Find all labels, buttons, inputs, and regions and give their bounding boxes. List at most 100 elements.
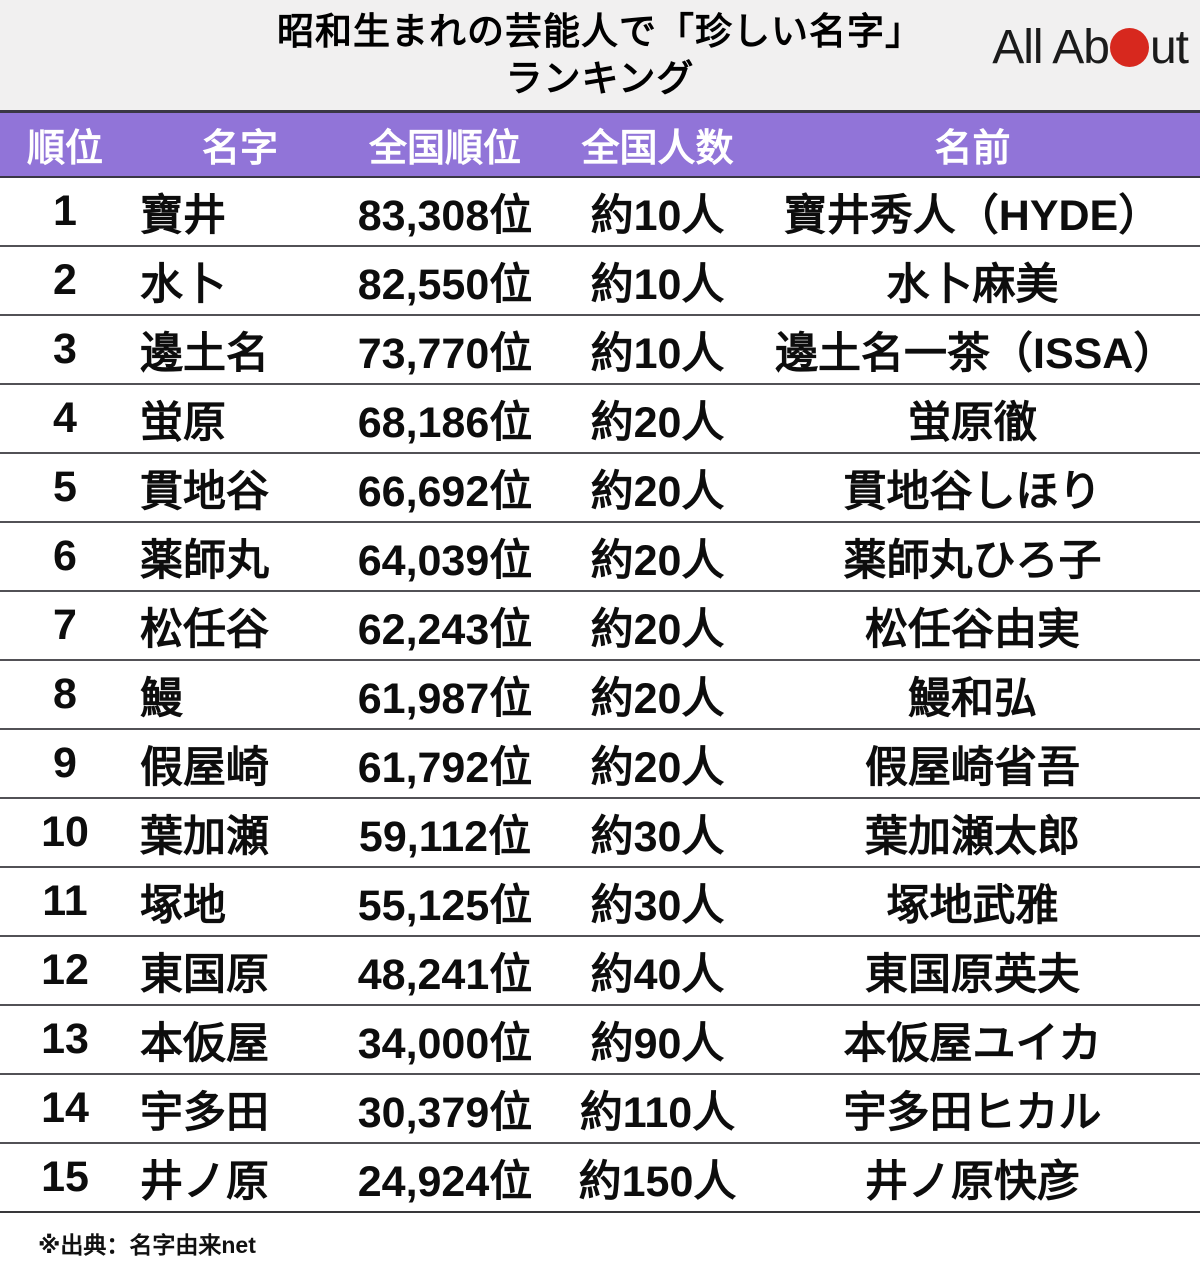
national-rank-cell: 61,987位 bbox=[357, 674, 533, 723]
national-rank-cell: 82,550位 bbox=[357, 260, 533, 309]
table-row: 7 松任谷 62,243位 約20人 松任谷由実 bbox=[0, 592, 1200, 661]
count-cell: 約10人 bbox=[590, 191, 725, 240]
surname-cell: 鰻 bbox=[140, 674, 183, 723]
column-header-surname: 名字 bbox=[201, 128, 278, 170]
table-header-row: 順位 名字 全国順位 全国人数 名前 bbox=[0, 110, 1200, 178]
national-rank-cell: 62,243位 bbox=[357, 605, 533, 654]
national-rank-cell: 73,770位 bbox=[357, 329, 533, 378]
name-cell: 葉加瀬太郎 bbox=[865, 812, 1080, 861]
title-area: 昭和生まれの芸能人で「珍しい名字」 ランキング All Ab ut bbox=[0, 0, 1200, 110]
rank-cell: 9 bbox=[53, 739, 77, 787]
name-cell: 假屋崎省吾 bbox=[865, 743, 1080, 792]
rank-cell: 5 bbox=[53, 463, 77, 511]
logo-text-right: ut bbox=[1149, 21, 1189, 74]
table-row: 15 井ノ原 24,924位 約150人 井ノ原快彦 bbox=[0, 1144, 1200, 1213]
table-row: 12 東国原 48,241位 約40人 東国原英夫 bbox=[0, 937, 1200, 1006]
rank-cell: 1 bbox=[53, 187, 77, 235]
rank-cell: 7 bbox=[53, 601, 77, 649]
count-cell: 約10人 bbox=[590, 260, 725, 309]
table-body: 1 寶井 83,308位 約10人 寶井秀人（HYDE） 2 水卜 82,550位 約10人 水卜… bbox=[0, 178, 1200, 1213]
name-cell: 薬師丸ひろ子 bbox=[843, 536, 1102, 585]
count-cell: 約30人 bbox=[590, 812, 725, 861]
surname-cell: 東国原 bbox=[140, 950, 269, 999]
name-cell: 邊土名一茶（ISSA） bbox=[775, 329, 1177, 378]
count-cell: 約20人 bbox=[590, 743, 725, 792]
name-cell: 蛍原徹 bbox=[908, 398, 1037, 447]
source-note: ※出典：名字由来net bbox=[38, 1232, 256, 1258]
national-rank-cell: 55,125位 bbox=[357, 881, 533, 930]
surname-cell: 邊土名 bbox=[140, 329, 269, 378]
name-cell: 松任谷由実 bbox=[865, 605, 1080, 654]
surname-cell: 貫地谷 bbox=[140, 467, 269, 516]
name-cell: 水卜麻美 bbox=[886, 260, 1059, 309]
count-cell: 約40人 bbox=[590, 950, 725, 999]
rank-cell: 2 bbox=[53, 256, 77, 304]
surname-cell: 本仮屋 bbox=[140, 1019, 269, 1068]
national-rank-cell: 61,792位 bbox=[357, 743, 533, 792]
table-row: 11 塚地 55,125位 約30人 塚地武雅 bbox=[0, 868, 1200, 937]
column-header-count: 全国人数 bbox=[581, 128, 734, 170]
page-title-line1: 昭和生まれの芸能人で「珍しい名字」 bbox=[277, 11, 923, 52]
count-cell: 約30人 bbox=[590, 881, 725, 930]
rank-cell: 8 bbox=[53, 670, 77, 718]
count-cell: 約110人 bbox=[579, 1088, 736, 1137]
rank-cell: 6 bbox=[53, 532, 77, 580]
table-row: 14 宇多田 30,379位 約110人 宇多田ヒカル bbox=[0, 1075, 1200, 1144]
table-row: 10 葉加瀬 59,112位 約30人 葉加瀬太郎 bbox=[0, 799, 1200, 868]
name-cell: 井ノ原快彦 bbox=[865, 1157, 1080, 1206]
surname-cell: 松任谷 bbox=[140, 605, 269, 654]
national-rank-cell: 24,924位 bbox=[357, 1157, 533, 1206]
name-cell: 鰻和弘 bbox=[908, 674, 1037, 723]
surname-cell: 假屋崎 bbox=[140, 743, 269, 792]
table-row: 13 本仮屋 34,000位 約90人 本仮屋ユイカ bbox=[0, 1006, 1200, 1075]
name-cell: 塚地武雅 bbox=[886, 881, 1059, 930]
column-header-name: 名前 bbox=[934, 128, 1011, 170]
name-cell: 本仮屋ユイカ bbox=[843, 1019, 1102, 1068]
rank-cell: 3 bbox=[53, 325, 77, 373]
surname-cell: 薬師丸 bbox=[140, 536, 269, 585]
count-cell: 約150人 bbox=[578, 1157, 737, 1206]
national-rank-cell: 64,039位 bbox=[357, 536, 533, 585]
rank-cell: 11 bbox=[42, 877, 88, 925]
count-cell: 約20人 bbox=[590, 536, 725, 585]
count-cell: 約10人 bbox=[590, 329, 725, 378]
logo-text-left: All Ab bbox=[992, 21, 1110, 74]
table-row: 8 鰻 61,987位 約20人 鰻和弘 bbox=[0, 661, 1200, 730]
surname-cell: 宇多田 bbox=[140, 1088, 269, 1137]
count-cell: 約20人 bbox=[590, 674, 725, 723]
national-rank-cell: 34,000位 bbox=[357, 1019, 533, 1068]
rank-cell: 10 bbox=[41, 808, 89, 856]
rank-cell: 13 bbox=[41, 1015, 89, 1063]
national-rank-cell: 48,241位 bbox=[357, 950, 533, 999]
name-cell: 宇多田ヒカル bbox=[843, 1088, 1102, 1137]
column-header-national-rank: 全国順位 bbox=[368, 128, 521, 170]
rank-cell: 14 bbox=[41, 1084, 89, 1132]
table-row: 2 水卜 82,550位 約10人 水卜麻美 bbox=[0, 247, 1200, 316]
table-row: 4 蛍原 68,186位 約20人 蛍原徹 bbox=[0, 385, 1200, 454]
table-row: 1 寶井 83,308位 約10人 寶井秀人（HYDE） bbox=[0, 178, 1200, 247]
table-row: 5 貫地谷 66,692位 約20人 貫地谷しほり bbox=[0, 454, 1200, 523]
surname-cell: 蛍原 bbox=[140, 398, 226, 447]
surname-cell: 葉加瀬 bbox=[140, 812, 269, 861]
count-cell: 約20人 bbox=[590, 467, 725, 516]
page-title-line2: ランキング bbox=[505, 58, 695, 99]
table-row: 3 邊土名 73,770位 約10人 邊土名一茶（ISSA） bbox=[0, 316, 1200, 385]
ranking-table: 順位 名字 全国順位 全国人数 名前 1 寶井 83,308位 約10人 寶井秀人（HY… bbox=[0, 110, 1200, 1213]
national-rank-cell: 68,186位 bbox=[357, 398, 533, 447]
rank-cell: 4 bbox=[53, 394, 77, 442]
rank-cell: 15 bbox=[41, 1153, 89, 1201]
allabout-logo: All Ab ut bbox=[992, 20, 1189, 75]
count-cell: 約90人 bbox=[590, 1019, 725, 1068]
column-header-rank: 順位 bbox=[26, 128, 103, 170]
count-cell: 約20人 bbox=[590, 605, 725, 654]
national-rank-cell: 66,692位 bbox=[357, 467, 533, 516]
logo-red-dot-icon bbox=[1109, 28, 1149, 67]
surname-cell: 水卜 bbox=[140, 260, 226, 309]
surname-cell: 塚地 bbox=[140, 881, 226, 930]
national-rank-cell: 30,379位 bbox=[357, 1088, 533, 1137]
national-rank-cell: 59,112位 bbox=[358, 812, 532, 861]
rank-cell: 12 bbox=[41, 946, 89, 994]
footer: ※出典：名字由来net bbox=[0, 1213, 1200, 1272]
name-cell: 貫地谷しほり bbox=[843, 467, 1102, 516]
name-cell: 寶井秀人（HYDE） bbox=[783, 191, 1162, 240]
